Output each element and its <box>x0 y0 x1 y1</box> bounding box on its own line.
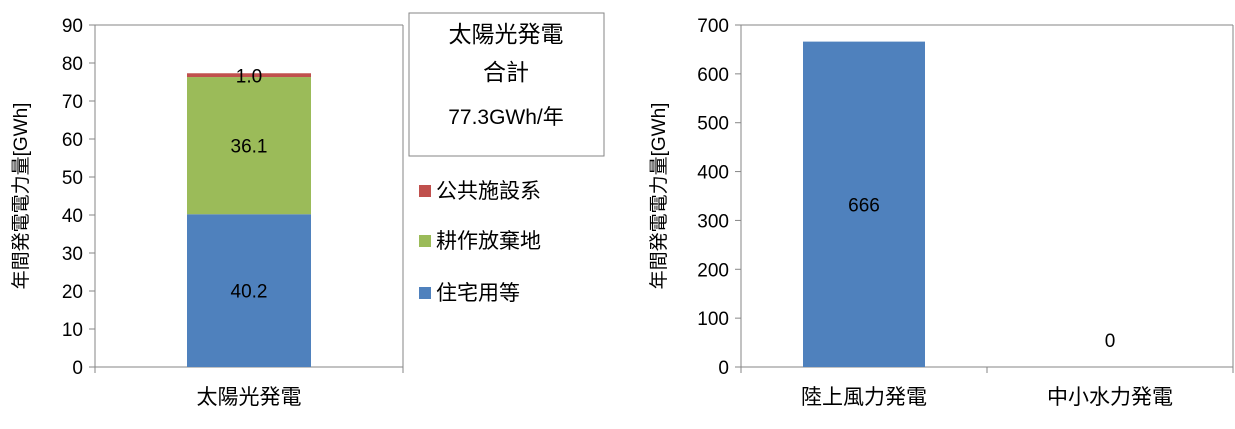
right-bar-data-label: 666 <box>848 195 880 216</box>
left-bar-data-label: 40.2 <box>231 282 268 303</box>
right-y-tick-label: 600 <box>697 65 729 86</box>
legend-label: 耕作放棄地 <box>436 230 541 253</box>
left-bar-segment <box>187 77 311 215</box>
left-bar-data-label: 1.0 <box>236 66 262 87</box>
left-bar-stack: 40.2 36.1 1.0 太陽光発電 <box>187 66 311 409</box>
right-y-tick-label: 500 <box>697 114 729 135</box>
left-y-tick-label: 70 <box>62 92 83 113</box>
right-y-ticks: 0 100 200 300 400 500 600 700 <box>697 16 741 379</box>
legend-swatch <box>419 185 431 197</box>
right-x-tick-label: 陸上風力発電 <box>801 386 927 409</box>
left-bar-segment <box>187 73 311 78</box>
right-y-tick-label: 100 <box>697 309 729 330</box>
total-annotation-box <box>408 12 605 157</box>
annotation-line-3: 77.3GWh/年 <box>448 106 564 129</box>
right-y-tick-label: 300 <box>697 211 729 232</box>
left-ylabel: 年間発電電力量[GWh] <box>10 103 32 290</box>
right-bar <box>803 41 925 368</box>
right-y-tick-label: 700 <box>697 16 729 37</box>
right-x-tick-label: 中小水力発電 <box>1047 386 1173 409</box>
legend-swatch <box>419 235 431 247</box>
left-y-ticks: 0 10 20 30 40 50 60 70 80 90 <box>62 16 95 379</box>
right-y-tick-label: 0 <box>718 358 729 379</box>
right-y-tick-label: 400 <box>697 163 729 184</box>
left-y-tick-label: 40 <box>62 206 83 227</box>
left-y-tick-label: 0 <box>72 358 83 379</box>
left-y-tick-label: 90 <box>62 16 83 37</box>
right-bars: 666 陸上風力発電 0 中小水力発電 <box>740 41 1234 409</box>
right-y-tick-label: 200 <box>697 260 729 281</box>
right-ylabel: 年間発電電力量[GWh] <box>648 103 670 290</box>
left-bar-data-label: 36.1 <box>231 137 268 158</box>
legend-label: 公共施設系 <box>436 180 541 203</box>
annotation-line-1: 太陽光発電 <box>449 21 564 47</box>
left-y-tick-label: 50 <box>62 168 83 189</box>
left-y-tick-label: 20 <box>62 282 83 303</box>
left-bar-segment <box>187 214 311 367</box>
left-y-tick-label: 10 <box>62 320 83 341</box>
legend-swatch <box>419 287 431 299</box>
right-bar-data-label: 0 <box>1105 331 1116 352</box>
left-x-tick-label: 太陽光発電 <box>197 386 302 409</box>
left-y-tick-label: 60 <box>62 130 83 151</box>
left-y-tick-label: 80 <box>62 54 83 75</box>
legend-label: 住宅用等 <box>436 282 520 305</box>
annotation-line-2: 合計 <box>483 59 529 85</box>
left-y-tick-label: 30 <box>62 244 83 265</box>
